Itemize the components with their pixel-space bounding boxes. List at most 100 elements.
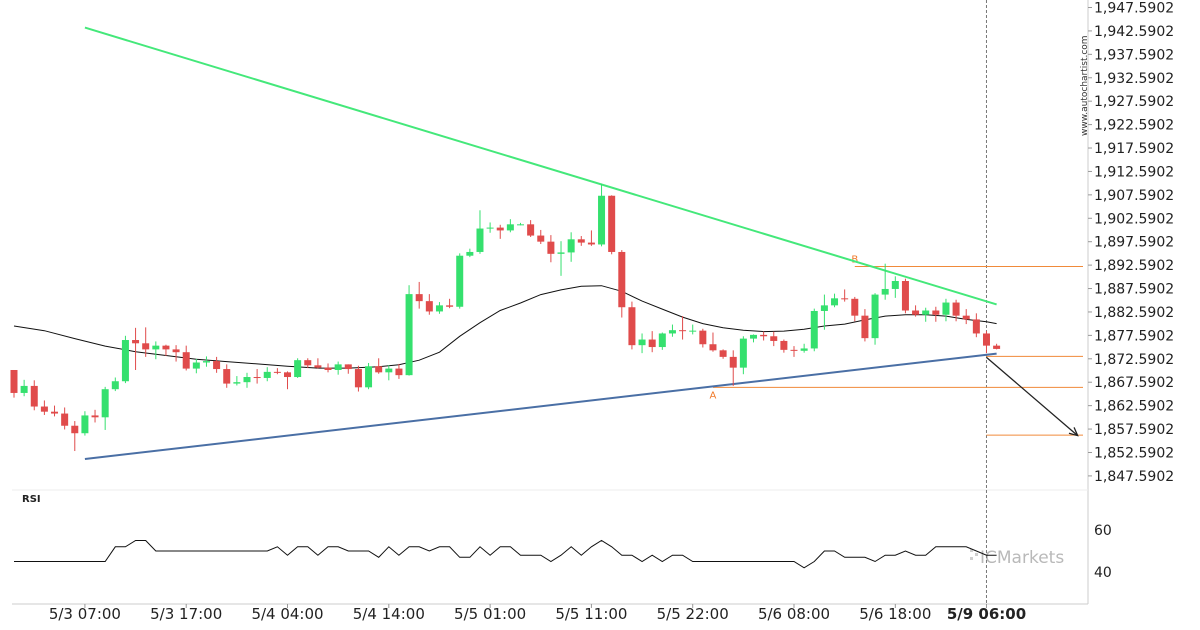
candle <box>780 339 788 353</box>
candle-body <box>810 310 818 349</box>
candle-body <box>435 305 443 312</box>
logo-dot-icon <box>970 549 973 552</box>
candle <box>709 332 717 352</box>
candle <box>182 345 190 371</box>
candle-body <box>800 348 808 351</box>
candle <box>213 356 221 373</box>
candle <box>739 336 747 375</box>
candle <box>446 298 454 309</box>
candle <box>354 365 362 392</box>
moving-average-line <box>13 285 997 369</box>
candle-body <box>182 352 190 369</box>
candle <box>142 327 150 357</box>
price-tick-label: 1,937.5902 <box>1094 47 1174 63</box>
candle-body <box>61 413 69 426</box>
price-tick-label: 1,902.5902 <box>1094 211 1174 227</box>
time-tick-label: 5/4 14:00 <box>353 605 425 623</box>
watermark-text: www.autochartist.com <box>1080 35 1090 136</box>
candle-body <box>658 333 666 348</box>
candle-body <box>243 377 251 383</box>
candle <box>253 369 261 384</box>
candle <box>71 421 79 452</box>
candle-body <box>51 411 59 414</box>
candle-body <box>527 224 535 236</box>
candle <box>851 296 859 322</box>
candle <box>831 293 839 308</box>
candle <box>881 263 889 300</box>
candle <box>162 344 170 356</box>
candle-body <box>932 310 940 315</box>
rsi-tick-label: 40 <box>1094 565 1112 581</box>
candle <box>719 349 727 359</box>
candle <box>800 343 808 353</box>
candle-body <box>101 389 109 418</box>
candle-body <box>506 224 514 231</box>
candle <box>496 224 504 239</box>
candle-body <box>628 307 636 346</box>
candle <box>790 346 798 357</box>
candle <box>537 229 545 244</box>
candle <box>476 210 484 254</box>
candle-body <box>952 302 960 316</box>
candle-body <box>30 385 38 407</box>
candle <box>658 332 666 350</box>
candle <box>223 364 231 388</box>
rsi-line <box>14 539 997 569</box>
candle <box>415 281 423 309</box>
price-tick-label: 1,947.5902 <box>1094 1 1174 17</box>
candle-body <box>891 280 899 289</box>
candle <box>375 358 383 374</box>
candle-body <box>354 369 362 388</box>
candle <box>517 222 524 226</box>
price-tick-label: 1,847.5902 <box>1094 469 1174 485</box>
candle-body <box>668 330 676 334</box>
price-tick-label: 1,897.5902 <box>1094 235 1174 251</box>
candle <box>618 250 626 318</box>
candle-body <box>213 361 221 370</box>
candle <box>820 294 828 330</box>
candle-body <box>324 367 332 370</box>
candle <box>61 407 69 430</box>
candle-body <box>415 294 423 302</box>
price-tick-label: 1,922.5902 <box>1094 118 1174 134</box>
candle-body <box>304 360 312 366</box>
candle <box>547 235 555 263</box>
candle-body <box>10 369 18 393</box>
candle <box>233 376 241 386</box>
candle <box>942 298 950 322</box>
candle <box>871 293 879 345</box>
candle <box>861 309 869 342</box>
candle-body <box>172 349 180 353</box>
candle <box>993 343 1001 350</box>
rsi-axis: 60 40 <box>1094 523 1112 581</box>
candle <box>932 306 940 322</box>
price-tick-label: 1,912.5902 <box>1094 164 1174 180</box>
price-tick-label: 1,942.5902 <box>1094 24 1174 40</box>
resistance-trend-line <box>84 26 997 306</box>
candle-body <box>841 298 849 300</box>
candle-body <box>365 366 373 388</box>
candle-body <box>729 356 737 368</box>
price-tick-label: 1,867.5902 <box>1094 375 1174 391</box>
candle <box>527 220 535 237</box>
rsi-indicator <box>14 539 997 569</box>
candle <box>506 219 514 233</box>
level-point-label: B <box>851 254 858 265</box>
candle <box>841 289 849 302</box>
time-tick-label: 5/5 11:00 <box>555 605 627 623</box>
rsi-tick-label: 60 <box>1094 523 1112 539</box>
candle-body <box>679 330 687 332</box>
candle <box>972 313 980 338</box>
price-tick-label: 1,887.5902 <box>1094 282 1174 298</box>
candle-body <box>972 319 980 334</box>
candle-body <box>273 371 281 373</box>
candle-body <box>648 339 656 348</box>
price-tick-label: 1,872.5902 <box>1094 352 1174 368</box>
candle <box>760 331 768 341</box>
candle-body <box>618 251 626 308</box>
candle <box>172 345 180 362</box>
candle <box>294 358 302 378</box>
candle-body <box>486 227 494 229</box>
candle <box>304 358 312 369</box>
candle <box>365 362 373 390</box>
